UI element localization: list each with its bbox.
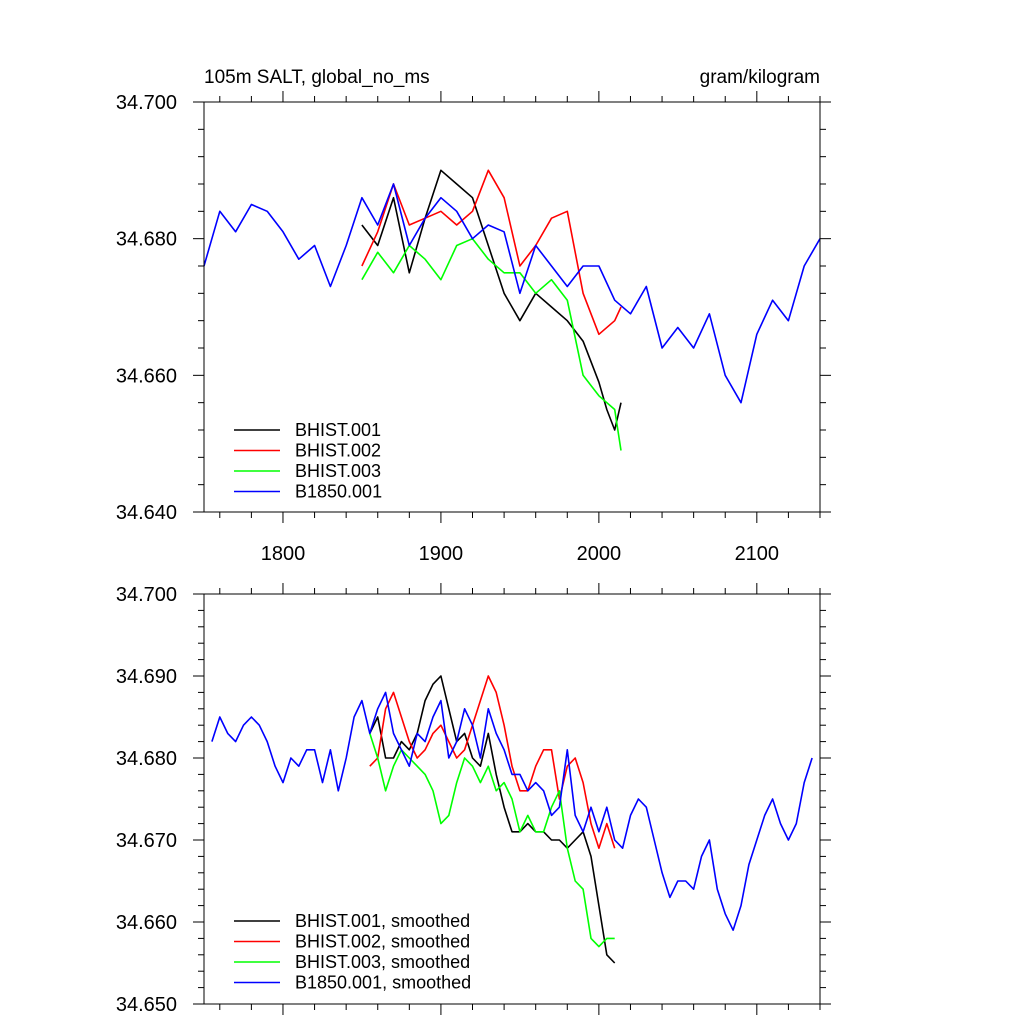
x-tick-label: 1800 [261,543,306,565]
y-tick-label: 34.660 [116,912,177,934]
legend-label-0-2: BHIST.003 [295,461,381,481]
series-line-0-2 [361,237,622,451]
y-tick-label: 34.660 [116,365,177,387]
series-line-1-3 [211,691,813,932]
y-tick-label: 34.650 [116,994,177,1016]
top-series-lines [203,169,821,451]
series-line-0-1 [361,169,622,336]
legend-label-1-0: BHIST.001, smoothed [295,911,470,931]
y-tick-label: 34.640 [116,502,177,524]
bottom-series-lines [211,675,813,964]
y-tick-label: 34.690 [116,666,177,688]
bottom-axis-ticks: 34.650 34.660 34.670 34.680 34.690 34.700 [116,583,831,1016]
top-axis-ticks: 1800 1900 2000 2100 34.640 34.660 34.680 34.700 [116,91,831,565]
legend-label-0-0: BHIST.001 [295,420,381,440]
y-tick-label: 34.680 [116,229,177,251]
y-tick-label: 34.700 [116,584,177,606]
series-line-1-0 [369,675,616,964]
series-line-1-1 [369,675,616,850]
y-tick-label: 34.680 [116,748,177,770]
series-line-0-0 [361,169,622,431]
legend-label-1-1: BHIST.002, smoothed [295,932,470,952]
x-tick-label: 2100 [735,543,780,565]
x-tick-label: 1900 [419,543,464,565]
legend-label-1-3: B1850.001, smoothed [295,973,471,993]
series-line-0-3 [203,183,821,404]
chart-title-right: gram/kilogram [700,67,820,88]
y-tick-label: 34.700 [116,92,177,114]
x-tick-label: 2000 [577,543,622,565]
top-panel: 105m SALT, global_no_ms gram/kilogram 18… [116,67,831,565]
legend-label-0-1: BHIST.002 [295,441,381,461]
bottom-plot-frame [203,593,821,1005]
legend-label-1-2: BHIST.003, smoothed [295,952,470,972]
legend-label-0-3: B1850.001 [295,482,382,502]
bottom-panel: 34.650 34.660 34.670 34.680 34.690 34.700 BHI… [116,583,831,1016]
chart-title-left: 105m SALT, global_no_ms [204,67,430,88]
top-plot-frame [203,101,821,513]
y-tick-label: 34.670 [116,830,177,852]
